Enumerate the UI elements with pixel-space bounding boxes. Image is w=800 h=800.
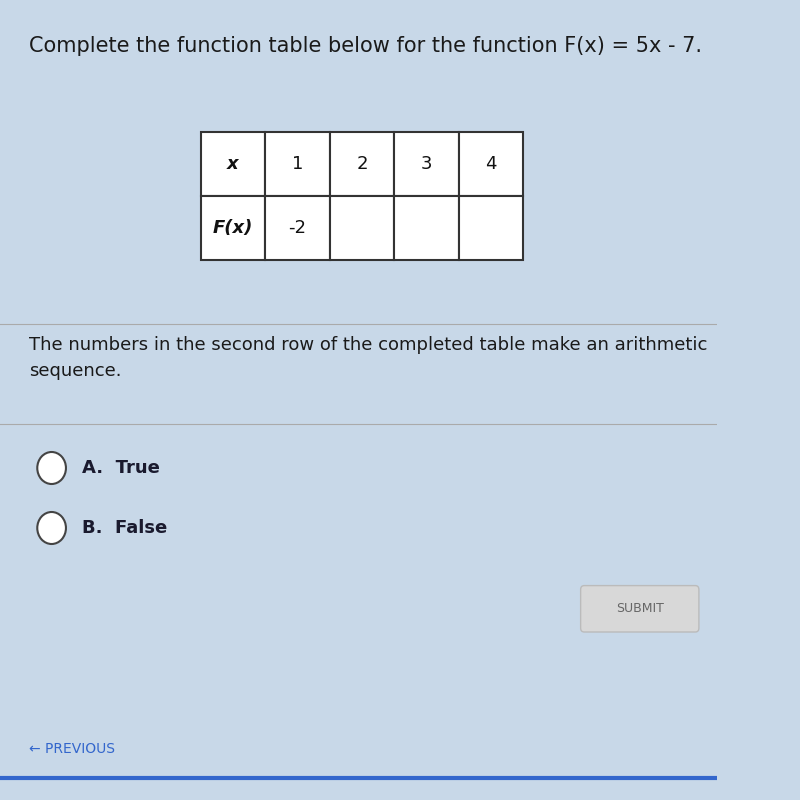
Bar: [201, 132, 266, 196]
Text: x: x: [227, 155, 238, 173]
Text: SUBMIT: SUBMIT: [616, 602, 664, 615]
Bar: [458, 132, 523, 196]
Bar: [330, 132, 394, 196]
Bar: [394, 132, 458, 196]
Text: 3: 3: [421, 155, 432, 173]
Text: 1: 1: [292, 155, 303, 173]
Text: ← PREVIOUS: ← PREVIOUS: [29, 742, 114, 756]
Circle shape: [38, 512, 66, 544]
Bar: [266, 196, 330, 260]
Bar: [266, 132, 330, 196]
Circle shape: [38, 452, 66, 484]
Text: B.  False: B. False: [82, 519, 168, 537]
Bar: [201, 196, 266, 260]
Text: 4: 4: [486, 155, 497, 173]
Text: Complete the function table below for the function F(x) = 5x - 7.: Complete the function table below for th…: [29, 36, 702, 56]
Bar: [330, 196, 394, 260]
FancyBboxPatch shape: [581, 586, 699, 632]
Text: 2: 2: [356, 155, 368, 173]
Text: -2: -2: [289, 219, 306, 237]
Text: A.  True: A. True: [82, 459, 160, 477]
Bar: [458, 196, 523, 260]
Text: The numbers in the second row of the completed table make an arithmetic
sequence: The numbers in the second row of the com…: [29, 336, 707, 381]
Bar: [394, 196, 458, 260]
Text: F(x): F(x): [213, 219, 253, 237]
